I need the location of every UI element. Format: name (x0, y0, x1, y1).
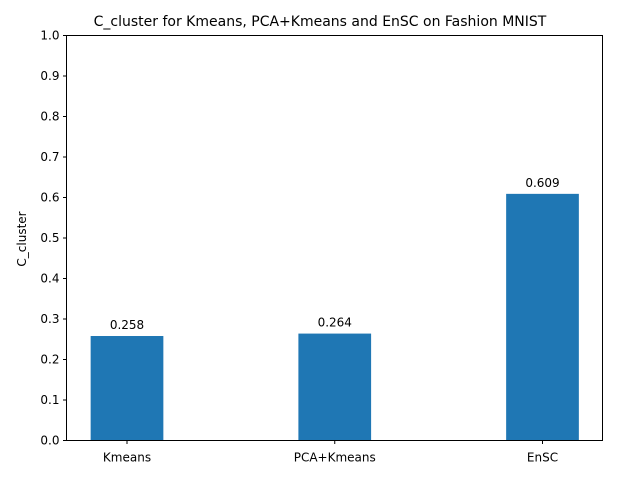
bar-value-label: 0.609 (525, 176, 559, 190)
y-tick-label: 0.4 (40, 272, 59, 286)
y-tick-label: 0.3 (40, 312, 59, 326)
y-tick-label: 0.2 (40, 353, 59, 367)
y-axis: 0.0 0.1 0.2 0.3 0.4 0.5 0.6 0.7 0.8 0.9 1.0 (40, 29, 67, 448)
bar (298, 333, 372, 441)
bar (90, 336, 164, 441)
bar-value-labels: 0.258 0.264 0.609 (110, 176, 560, 332)
y-tick-label: 0.7 (40, 150, 59, 164)
y-tick-label: 0.9 (40, 69, 59, 83)
plot-area-frame (66, 35, 603, 441)
x-tick-label: EnSC (527, 451, 558, 465)
bar (506, 193, 579, 441)
y-tick-label: 0.0 (40, 434, 59, 448)
y-axis-label: C_cluster (15, 211, 29, 266)
y-tick-label: 0.6 (40, 191, 59, 205)
bar-series (90, 193, 579, 441)
chart-title: C_cluster for Kmeans, PCA+Kmeans and EnS… (94, 14, 547, 30)
y-tick-label: 1.0 (40, 29, 59, 43)
bar-value-label: 0.264 (318, 316, 352, 330)
y-tick-label: 0.8 (40, 110, 59, 124)
y-tick-label: 0.5 (40, 231, 59, 245)
y-tick-label: 0.1 (40, 393, 59, 407)
x-tick-label: Kmeans (103, 451, 151, 465)
x-tick-label: PCA+Kmeans (294, 451, 376, 465)
x-axis: Kmeans PCA+Kmeans EnSC (103, 440, 558, 465)
bar-value-label: 0.258 (110, 318, 144, 332)
